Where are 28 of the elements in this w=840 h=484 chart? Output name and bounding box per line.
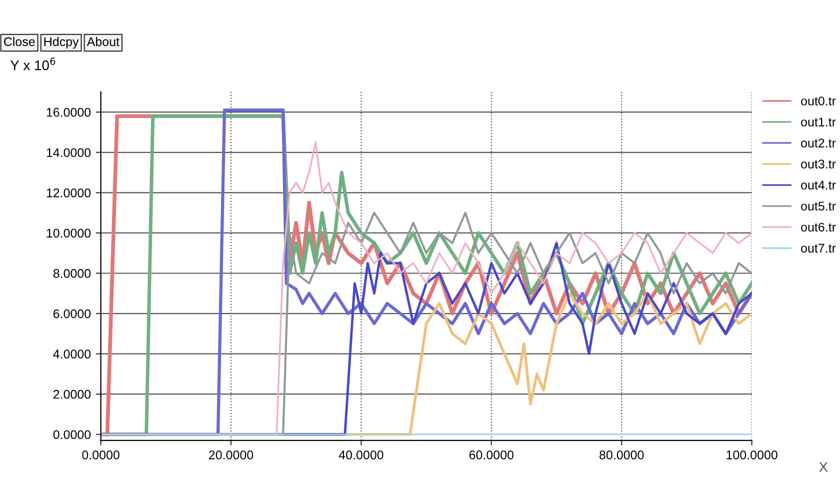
text: About	[86, 36, 120, 46]
y-axis-title: Y x 10$^{6}$	[10, 58, 56, 70]
y-tick-label: 12.0000	[46, 188, 91, 198]
y-tick-label: 4.0000	[53, 350, 91, 358]
y-tick-label: 14.0000	[46, 148, 91, 158]
x-tick-label: 40.0000	[338, 450, 384, 460]
x-tick-label: 60.0000	[469, 450, 514, 460]
y-tick-label: 10.0000	[46, 228, 91, 238]
x-tick-label: 80.0000	[600, 450, 644, 460]
y-tick-label: 0.0000	[53, 430, 91, 440]
text: Hdcpy	[44, 36, 79, 49]
legend-label: out7.tr	[801, 244, 836, 253]
legend-label: out0.tr	[801, 96, 836, 106]
legend-label: out6.tr	[801, 222, 836, 232]
y-tick-label: 16.0000	[46, 108, 91, 117]
x-axis-title: X	[819, 462, 828, 472]
y-tick-label: 6.0000	[53, 309, 91, 318]
x-tick-label: 0.0000	[82, 450, 120, 460]
x-tick-label: 100.0000	[726, 450, 778, 460]
text: Close	[4, 36, 35, 46]
y-tick-label: 8.0000	[53, 269, 91, 278]
legend-label: out3.tr	[801, 160, 836, 169]
legend-label: out4.tr	[801, 180, 836, 190]
legend-label: out1.tr	[801, 118, 836, 126]
legend-label: out2.tr	[801, 138, 836, 148]
y-tick-label: 2.0000	[53, 390, 91, 399]
legend-label: out5.tr	[801, 202, 836, 211]
x-tick-label: 20.0000	[209, 450, 254, 460]
